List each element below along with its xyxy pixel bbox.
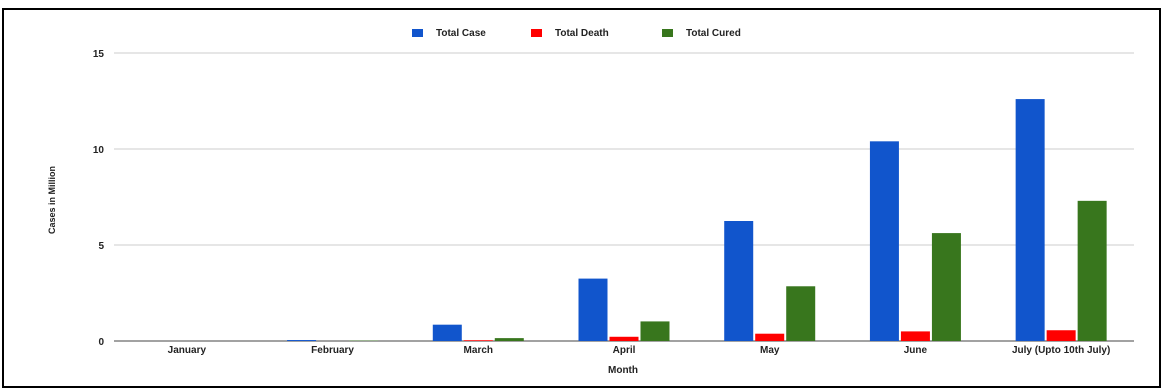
bar <box>1077 200 1107 341</box>
legend: Total Case Total Death Total Cured <box>412 28 741 39</box>
x-tick-label: June <box>904 345 928 356</box>
bar <box>724 221 754 341</box>
legend-label: Total Death <box>555 28 609 39</box>
bar <box>755 333 785 341</box>
legend-swatch <box>662 29 673 37</box>
bar <box>432 324 462 341</box>
x-tick-label: February <box>311 345 354 356</box>
x-axis-title: Month <box>608 365 638 376</box>
x-tick-label: March <box>464 345 493 356</box>
bar <box>640 321 670 341</box>
bar <box>494 338 524 341</box>
bar <box>900 331 930 341</box>
bar <box>786 286 816 341</box>
bar <box>1046 330 1076 341</box>
x-tick-label: May <box>760 345 780 356</box>
bars <box>287 99 1107 341</box>
bar <box>1015 99 1045 341</box>
y-axis-ticks: 0 5 10 15 <box>93 49 105 348</box>
x-tick-label: April <box>613 345 636 356</box>
legend-swatch <box>531 29 542 37</box>
legend-label: Total Cured <box>686 28 741 39</box>
x-tick-label: July (Upto 10th July) <box>1012 345 1110 356</box>
legend-label: Total Case <box>436 28 486 39</box>
bar <box>609 336 639 341</box>
y-tick-label: 10 <box>93 145 105 156</box>
bar <box>578 278 608 341</box>
grid-lines <box>114 52 1134 342</box>
x-axis-ticks: January February March April May June July (Up… <box>168 345 1111 356</box>
bar <box>869 141 899 341</box>
y-tick-label: 0 <box>98 337 104 348</box>
bar <box>287 340 317 341</box>
bar <box>463 340 493 341</box>
legend-swatch <box>412 29 423 37</box>
y-tick-label: 5 <box>98 241 104 252</box>
x-tick-label: January <box>168 345 207 356</box>
bar <box>931 233 961 341</box>
y-axis-title: Cases in Million <box>47 166 57 234</box>
y-tick-label: 15 <box>93 49 105 60</box>
